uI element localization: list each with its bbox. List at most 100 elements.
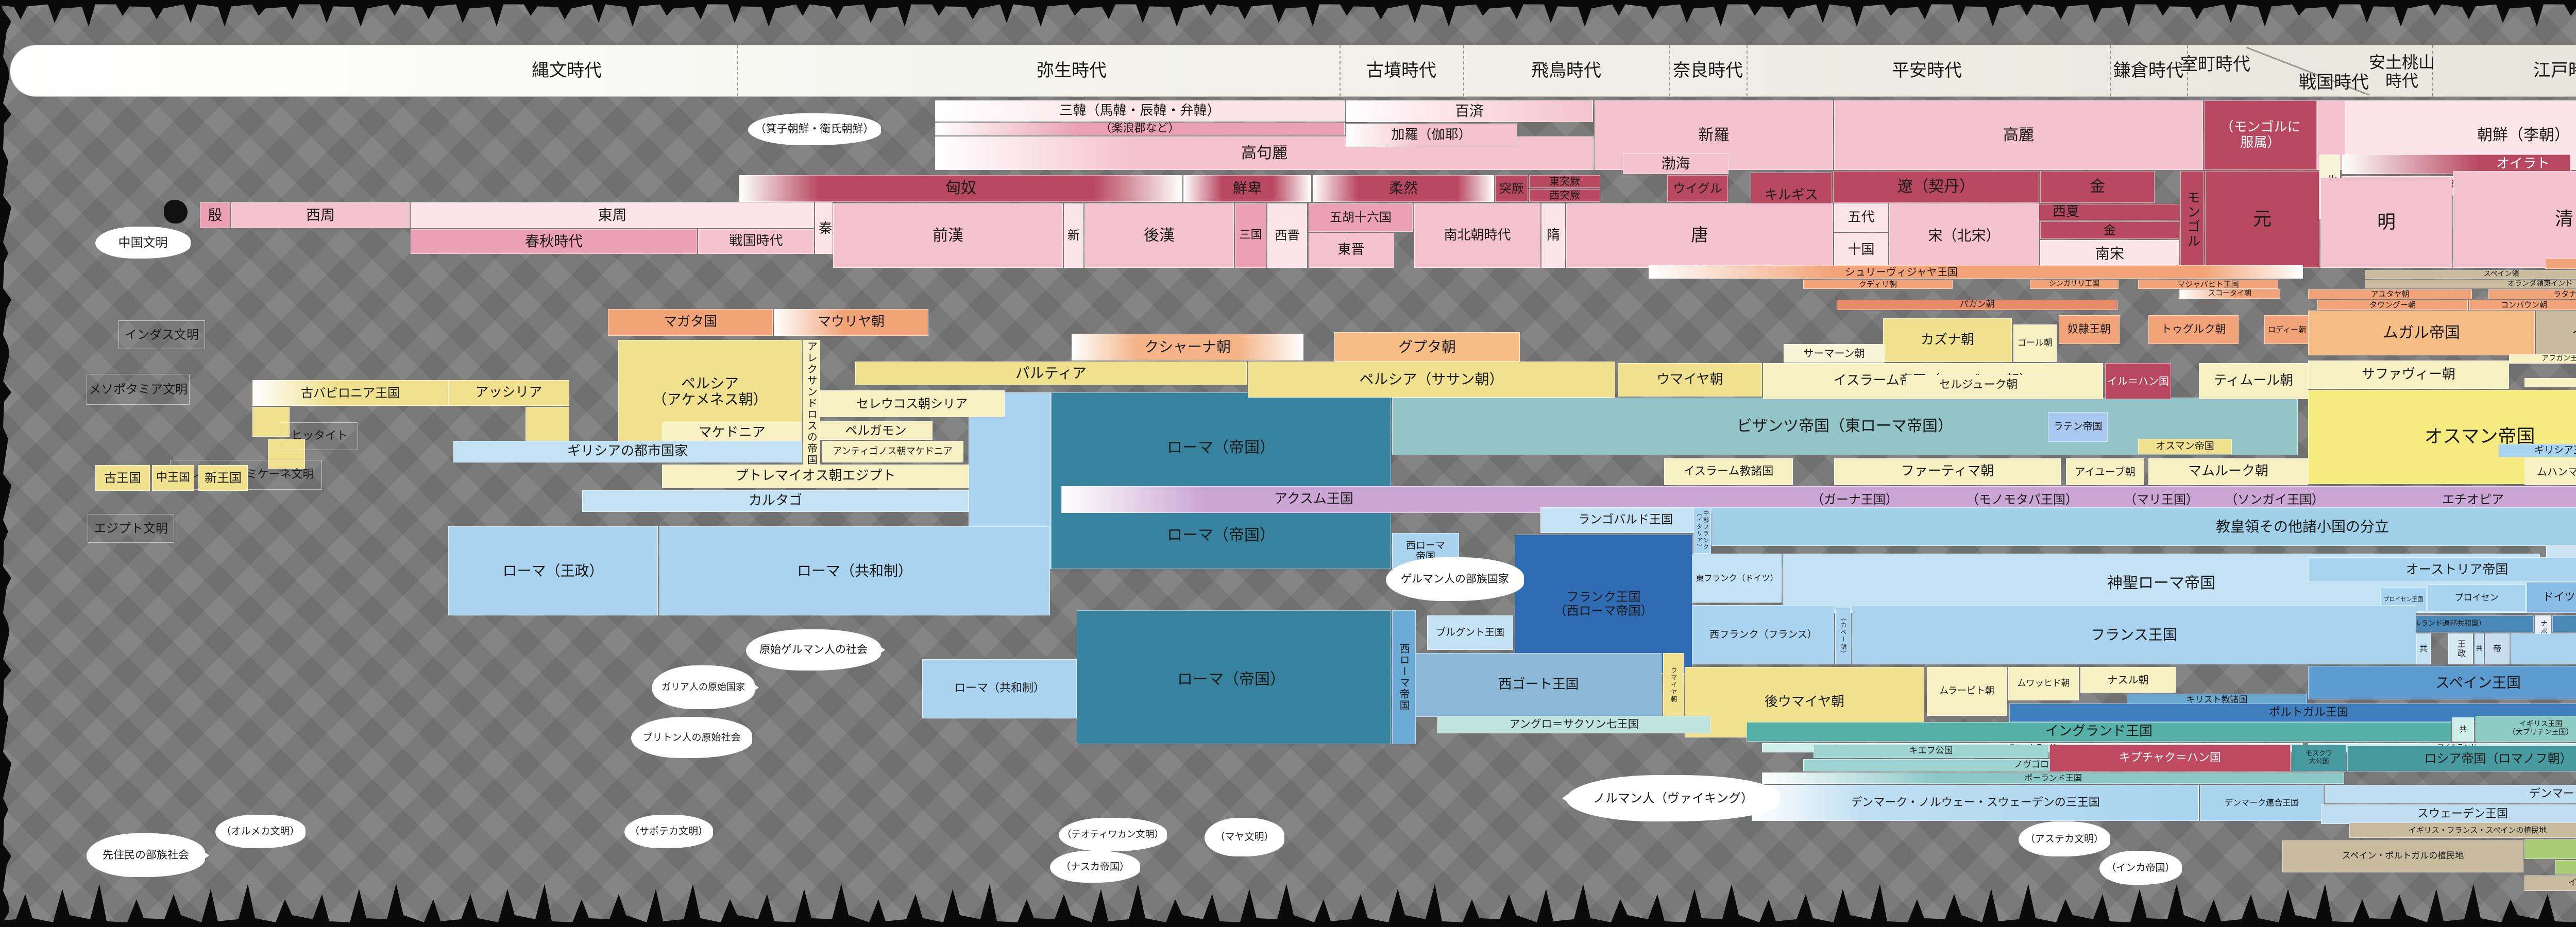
- timeline-band: 戦国時代: [698, 229, 814, 254]
- cloud-label: （テオティワカン文明）: [1059, 818, 1167, 851]
- era-divider: [2432, 45, 2433, 96]
- timeline-band: セルジューク朝: [1906, 375, 2050, 396]
- timeline-band: 三韓（馬韓・辰韓・弁韓）: [935, 100, 1345, 122]
- era-label: 安土桃山 時代: [2368, 53, 2435, 91]
- timeline-band: 王政: [2448, 633, 2473, 664]
- timeline-band: オランダ王国・ベルギー王国: [2552, 615, 2576, 632]
- timeline-band: ヒッタイト: [281, 422, 358, 450]
- timeline-band: 匈奴: [739, 175, 1182, 202]
- timeline-band: 十国: [1834, 233, 1888, 268]
- timeline-band: 秦: [815, 202, 833, 254]
- timeline-band: コンバウン朝: [2469, 300, 2576, 310]
- timeline-band: 柔然: [1313, 175, 1494, 202]
- timeline-band: スウェーデン王国: [2321, 804, 2576, 824]
- era-header-band: [10, 45, 2576, 96]
- timeline-band: アフガン王国: [2509, 354, 2576, 364]
- timeline-band: ムラービト朝: [1927, 667, 2007, 716]
- timeline-band: ドイツ帝国: [2527, 582, 2576, 613]
- timeline-band: ローマ（帝国）: [1177, 671, 1285, 689]
- cloud-label: （箕子朝鮮・衛氏朝鮮）: [748, 113, 881, 145]
- timeline-band: クディリ朝: [1803, 280, 1953, 289]
- timeline-band: スコータイ朝: [2179, 289, 2280, 299]
- timeline-band: イギリス領インド: [2536, 311, 2576, 355]
- timeline-band: 鮮卑: [1183, 175, 1311, 202]
- timeline-band: アレクサンドロスの帝国: [803, 340, 820, 466]
- timeline-band: フランス共和国: [2511, 633, 2576, 664]
- timeline-band: デンマーク連合王国: [2200, 785, 2324, 821]
- timeline-band: トゥグルク朝: [2148, 315, 2239, 344]
- timeline-band: 南宋: [2040, 240, 2179, 268]
- timeline-band: イギリス王国 （大ブリテン王国）: [2476, 716, 2576, 742]
- timeline-band: 古王国: [95, 465, 150, 491]
- timeline-band: [268, 439, 305, 469]
- timeline-band: 突厥: [1495, 175, 1528, 202]
- cloud-label: （サポテカ文明）: [624, 815, 713, 848]
- timeline-band: アッシリア: [448, 380, 569, 406]
- timeline-band: モスクワ 大公国: [2292, 745, 2346, 771]
- timeline-band: イギリス・フランス・スペインの植民地: [2349, 822, 2576, 838]
- timeline-band: デンマーク王国: [2325, 785, 2576, 803]
- timeline-band: ナスル朝: [2080, 667, 2176, 693]
- timeline-band: キプチャク＝ハン国: [2049, 745, 2291, 771]
- timeline-band: ラテン帝国: [2048, 412, 2108, 442]
- timeline-band: イングランド王国: [1747, 722, 2451, 742]
- era-divider: [1463, 45, 1464, 96]
- timeline-band: イスラーム教諸国: [1664, 458, 1793, 485]
- era-divider: [2187, 45, 2188, 96]
- timeline-band: 春秋時代: [411, 229, 697, 254]
- timeline-band: ウマイヤ朝: [1663, 653, 1684, 717]
- timeline-band: ローマ（共和制）: [922, 659, 1077, 718]
- timeline-band: マウリヤ朝: [774, 309, 928, 336]
- timeline-band: フランク王国 （西ローマ帝国）: [1515, 535, 1692, 674]
- timeline-band: ウマイヤ朝: [1618, 363, 1762, 397]
- timeline-band: エチオピア: [2442, 492, 2504, 507]
- cloud-label: （オルメカ文明）: [215, 815, 306, 848]
- timeline-band: 清: [2453, 171, 2576, 268]
- timeline-band: マジャパヒト王国: [2138, 280, 2278, 289]
- timeline-band: 渤海: [1623, 153, 1728, 174]
- timeline-band: スイス連邦共和国: [2546, 545, 2576, 557]
- timeline-band: カズナ朝: [1883, 318, 2012, 362]
- timeline-band: （カペー朝）: [1835, 608, 1851, 664]
- timeline-band: オイラト: [2342, 154, 2571, 174]
- cloud-label: ガリア人の原始国家: [652, 665, 759, 709]
- timeline-band: 三国: [1235, 203, 1266, 268]
- timeline-band: スペイン王国: [2308, 666, 2576, 699]
- timeline-band: 金: [2040, 171, 2155, 203]
- timeline-band: ギリシア王国: [2499, 444, 2576, 457]
- cloud-label: 中国文明: [95, 227, 191, 259]
- timeline-band: ロディー朝: [2264, 315, 2310, 344]
- timeline-band: アクスム王国: [1274, 491, 1353, 507]
- timeline-band: ポーランド王国: [1762, 772, 2344, 784]
- timeline-band: 西ゴート王国: [1416, 653, 1662, 717]
- cloud-label: 先住民の部族社会: [87, 833, 209, 877]
- timeline-band: ランゴバルド王国: [1540, 507, 1710, 533]
- timeline-band: （ガーナ王国）: [1811, 492, 1898, 507]
- timeline-band: 東フランク（ドイツ）: [1692, 554, 1782, 603]
- timeline-band: 唐: [1566, 203, 1833, 268]
- timeline-band: アンティゴノス朝マケドニア: [822, 441, 963, 462]
- timeline-band: ギリシアの都市国家: [453, 441, 802, 462]
- timeline-band: 西突厥: [1529, 189, 1600, 202]
- timeline-band: カルタゴ: [582, 490, 969, 512]
- timeline-band: オーストリア帝国: [2308, 557, 2576, 582]
- timeline-band: シンガサリ王国: [2030, 280, 2119, 289]
- era-label: 江戸時代: [2533, 60, 2576, 81]
- timeline-band: サファヴィー朝: [2308, 360, 2509, 389]
- timeline-band: プトレマイオス朝エジプト: [662, 465, 969, 488]
- timeline-band: タウングー朝: [2317, 300, 2468, 310]
- timeline-band: メソポタミア文明: [87, 374, 190, 405]
- timeline-band: 加羅（伽耶）: [1346, 124, 1517, 147]
- timeline-band: マケドニア: [662, 422, 802, 444]
- timeline-band: 南北朝時代: [1414, 203, 1540, 268]
- timeline-band: グプタ朝: [1334, 332, 1520, 362]
- era-divider: [1340, 45, 1341, 96]
- timeline-band: ブルグント王国: [1427, 615, 1513, 650]
- timeline-band: 新王国: [198, 465, 248, 491]
- timeline-band: ローマ（帝国）: [1167, 526, 1275, 545]
- timeline-band: 新: [1064, 203, 1083, 268]
- timeline-band: クシャーナ朝: [1072, 334, 1303, 360]
- timeline-band: 隋: [1541, 203, 1565, 268]
- era-divider-diagonal: [2246, 47, 2370, 95]
